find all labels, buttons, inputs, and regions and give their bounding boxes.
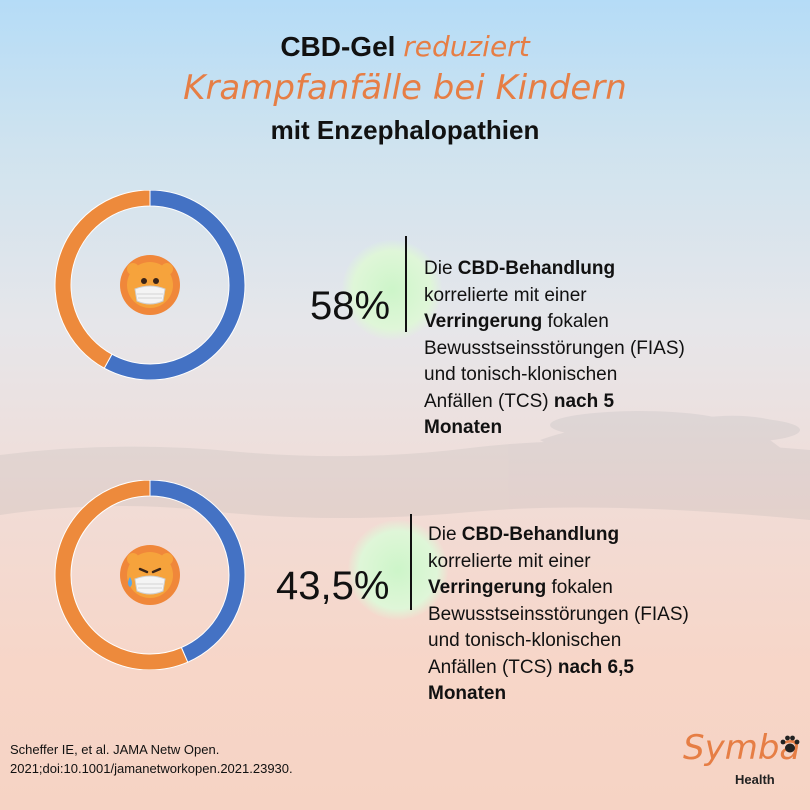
paw-icon <box>780 735 800 753</box>
donut-2-slice-2 <box>54 480 189 670</box>
percent-label-2: 43,5% <box>276 564 390 608</box>
title-line-3: mit Enzephalopathien <box>270 115 540 145</box>
desc2-bold1: CBD-Behandlung <box>461 524 620 545</box>
desc1-bold1: CBD-Behandlung <box>457 258 616 279</box>
lion-mask-icon <box>120 255 180 315</box>
donut-chart-2 <box>54 480 246 670</box>
lion-mask-sweat-icon <box>120 545 180 605</box>
description-1: Die CBD-Behandlung korrelierte mit einer… <box>424 256 686 442</box>
desc2-bold2: Verringerung <box>428 577 547 598</box>
title-bold: CBD-Gel <box>280 31 396 62</box>
title-line-1: CBD-Gel reduziert <box>0 30 810 63</box>
donut-1-slice-2 <box>54 190 151 369</box>
title-line-2: Krampfanfälle bei Kindern <box>183 68 627 108</box>
description-2: Die CBD-Behandlung korrelierte mit einer… <box>428 522 690 708</box>
desc2-part1: Die <box>428 524 462 545</box>
desc1-bold2: Verringerung <box>424 311 543 332</box>
divider-line-2 <box>410 514 412 610</box>
logo-sub: Health <box>735 772 775 787</box>
divider-line-1 <box>405 236 407 332</box>
highlight-bubble-1 <box>342 240 442 340</box>
desc2-part3: fokalen Bewusstseinsstörungen (FIAS) und… <box>428 577 689 678</box>
percent-label-1: 58% <box>310 284 391 328</box>
donut-chart-1 <box>54 190 246 380</box>
desc2-bold3: nach 6,5 Monaten <box>428 656 634 705</box>
desc1-part3: fokalen Bewusstseinsstörungen (FIAS) und… <box>424 311 685 412</box>
title-highlight: reduziert <box>403 30 530 63</box>
highlight-bubble-2 <box>348 520 448 620</box>
desc1-part1: Die <box>424 258 458 279</box>
desc1-bold3: nach 5 Monaten <box>424 390 615 439</box>
desc1-part2: korrelierte mit einer <box>424 284 587 306</box>
desc2-part2: korrelierte mit einer <box>428 550 591 572</box>
symba-health-logo: Symba Health <box>683 728 803 798</box>
citation: Scheffer IE, et al. JAMA Netw Open. 2021… <box>10 742 293 776</box>
logo-word: Symba <box>683 728 801 768</box>
